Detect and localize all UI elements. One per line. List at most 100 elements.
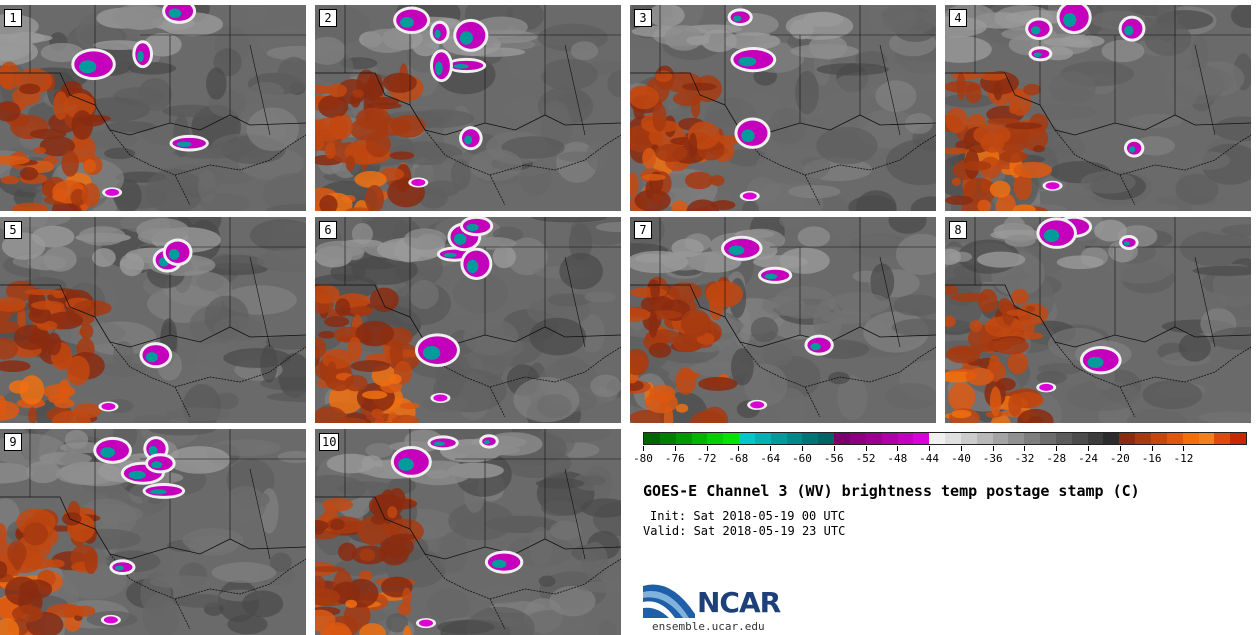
colorbar-tick [1119, 446, 1121, 451]
colorbar-swatch [1198, 433, 1215, 444]
colorbar-swatch [1040, 433, 1056, 444]
colorbar-tick-label: -52 [855, 452, 876, 465]
colorbar-swatch [1055, 433, 1072, 444]
colorbar-tick [865, 446, 867, 451]
colorbar [643, 432, 1247, 445]
colorbar-tick-label: -16 [1141, 452, 1162, 465]
colorbar-swatch [897, 433, 914, 444]
colorbar-swatch [913, 433, 930, 444]
colorbar-swatch [865, 433, 882, 444]
colorbar-tick-label: -76 [664, 452, 685, 465]
colorbar-tick-label: -72 [696, 452, 717, 465]
panel-label: 2 [319, 9, 337, 27]
colorbar-swatch [802, 433, 819, 444]
colorbar-swatch [644, 433, 660, 444]
wv-imagery [315, 429, 621, 635]
colorbar-swatch [1008, 433, 1025, 444]
colorbar-swatch [1071, 433, 1088, 444]
colorbar-swatch [1087, 433, 1104, 444]
logo-url: ensemble.ucar.edu [652, 620, 765, 633]
panel-label: 8 [949, 221, 967, 239]
colorbar-swatch [1135, 433, 1151, 444]
init-time: Init: Sat 2018-05-19 00 UTC [650, 509, 846, 523]
colorbar-swatch [786, 433, 803, 444]
colorbar-tick [801, 446, 803, 451]
colorbar-tick [770, 446, 772, 451]
panel-label: 1 [4, 9, 22, 27]
colorbar-swatch [1024, 433, 1041, 444]
colorbar-tick [738, 446, 740, 451]
wv-imagery [945, 217, 1251, 423]
colorbar-tick [706, 446, 708, 451]
colorbar-tick-label: -56 [823, 452, 844, 465]
colorbar-swatch [739, 433, 755, 444]
colorbar-tick [1056, 446, 1058, 451]
colorbar-swatch [818, 433, 835, 444]
wv-imagery [315, 217, 621, 423]
wv-imagery [315, 5, 621, 211]
panel-5: 5 [0, 217, 306, 423]
colorbar-swatch [675, 433, 692, 444]
colorbar-swatch [659, 433, 676, 444]
colorbar-swatch [1214, 433, 1231, 444]
colorbar-tick [1151, 446, 1153, 451]
colorbar-tick-label: -60 [792, 452, 812, 465]
colorbar-swatch [834, 433, 850, 444]
colorbar-swatch [723, 433, 740, 444]
wv-imagery [0, 217, 306, 423]
colorbar-swatch [707, 433, 724, 444]
colorbar-tick [1024, 446, 1026, 451]
wv-imagery [945, 5, 1251, 211]
colorbar-swatch [945, 433, 961, 444]
colorbar-tick [960, 446, 962, 451]
colorbar-swatch [1230, 433, 1247, 444]
panel-1: 1 [0, 5, 306, 211]
colorbar-swatch [929, 433, 946, 444]
colorbar-swatch [992, 433, 1009, 444]
colorbar-tick-label: -48 [887, 452, 908, 465]
colorbar-swatch [770, 433, 787, 444]
panel-6: 6 [315, 217, 621, 423]
colorbar-swatch [849, 433, 866, 444]
wv-imagery [630, 5, 936, 211]
panel-8: 8 [945, 217, 1251, 423]
logo-wordmark: NCAR [697, 586, 781, 619]
panel-label: 10 [319, 433, 340, 451]
colorbar-tick [1088, 446, 1090, 451]
panel-2: 2 [315, 5, 621, 211]
colorbar-tick-label: -36 [982, 452, 1003, 465]
wv-imagery [630, 217, 936, 423]
colorbar-swatch [960, 433, 977, 444]
panel-label: 5 [4, 221, 22, 239]
colorbar-tick [833, 446, 835, 451]
colorbar-swatch [1119, 433, 1136, 444]
colorbar-tick-label: -24 [1078, 452, 1098, 465]
colorbar-swatch [691, 433, 708, 444]
colorbar-tick-label: -44 [919, 452, 940, 465]
colorbar-tick [674, 446, 676, 451]
colorbar-tick [897, 446, 899, 451]
colorbar-tick [1183, 446, 1185, 451]
colorbar-tick-label: -28 [1046, 452, 1067, 465]
colorbar-swatch [1166, 433, 1183, 444]
panel-label: 6 [319, 221, 337, 239]
valid-time: Valid: Sat 2018-05-19 23 UTC [643, 524, 846, 538]
panel-label: 9 [4, 433, 22, 451]
colorbar-tick-label: -64 [760, 452, 781, 465]
colorbar-swatch [1151, 433, 1167, 444]
panel-label: 7 [634, 221, 652, 239]
ncar-logo-icon [643, 584, 695, 618]
colorbar-tick-label: -32 [1014, 452, 1035, 465]
panel-label: 4 [949, 9, 967, 27]
wv-imagery [0, 5, 306, 211]
colorbar-tick-label: -12 [1173, 452, 1194, 465]
panel-3: 3 [630, 5, 936, 211]
colorbar-tick-label: -80 [633, 452, 653, 465]
colorbar-swatch [1103, 433, 1120, 444]
colorbar-swatch [754, 433, 771, 444]
colorbar-tick-label: -68 [728, 452, 749, 465]
panel-10: 10 [315, 429, 621, 635]
panel-label: 3 [634, 9, 652, 27]
colorbar-tick [992, 446, 994, 451]
panel-9: 9 [0, 429, 306, 635]
